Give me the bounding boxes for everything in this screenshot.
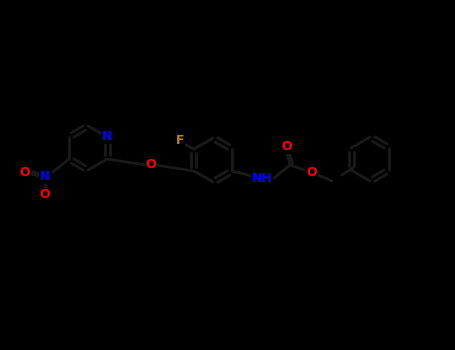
Text: N: N (102, 131, 112, 144)
Text: F: F (176, 134, 184, 147)
Text: O: O (307, 167, 318, 180)
Text: O: O (20, 167, 30, 180)
Text: O: O (282, 140, 293, 154)
Text: O: O (40, 189, 50, 202)
Text: NH: NH (252, 173, 273, 186)
Text: N: N (40, 170, 50, 183)
Text: O: O (145, 159, 156, 172)
